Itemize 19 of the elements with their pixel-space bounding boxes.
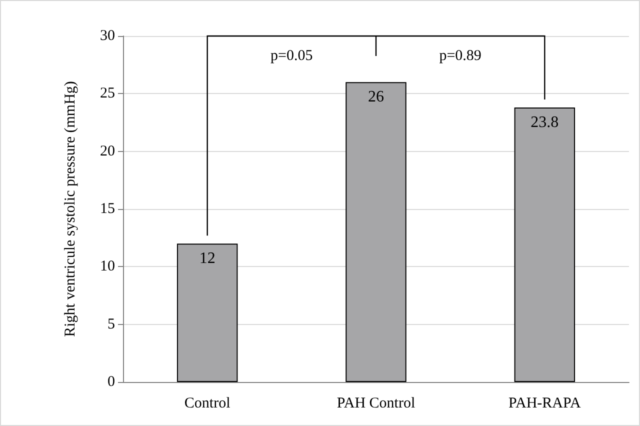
y-tick-label: 0 [108, 374, 115, 390]
bar [514, 108, 576, 382]
y-tick-label: 5 [108, 316, 115, 332]
y-tick-label: 30 [100, 28, 115, 44]
data-label: 23.8 [530, 114, 559, 132]
y-tick-label: 20 [100, 143, 115, 160]
x-tick-label: PAH-RAPA [508, 396, 581, 412]
y-tick-label: 15 [100, 201, 115, 217]
y-tick-label: 25 [100, 86, 115, 102]
annotation: p=0.89 [439, 48, 482, 64]
x-tick-label: Control [184, 396, 230, 412]
y-tick-label: 10 [100, 258, 115, 275]
y-axis-title: Right ventricule systolic pressure (mmHg) [62, 81, 78, 337]
x-tick-label: PAH Control [336, 396, 416, 412]
data-label: 26 [368, 88, 384, 106]
bar [346, 82, 406, 382]
data-label: 12 [199, 250, 216, 268]
bar [176, 244, 238, 382]
annotation: p=0.05 [270, 48, 313, 64]
